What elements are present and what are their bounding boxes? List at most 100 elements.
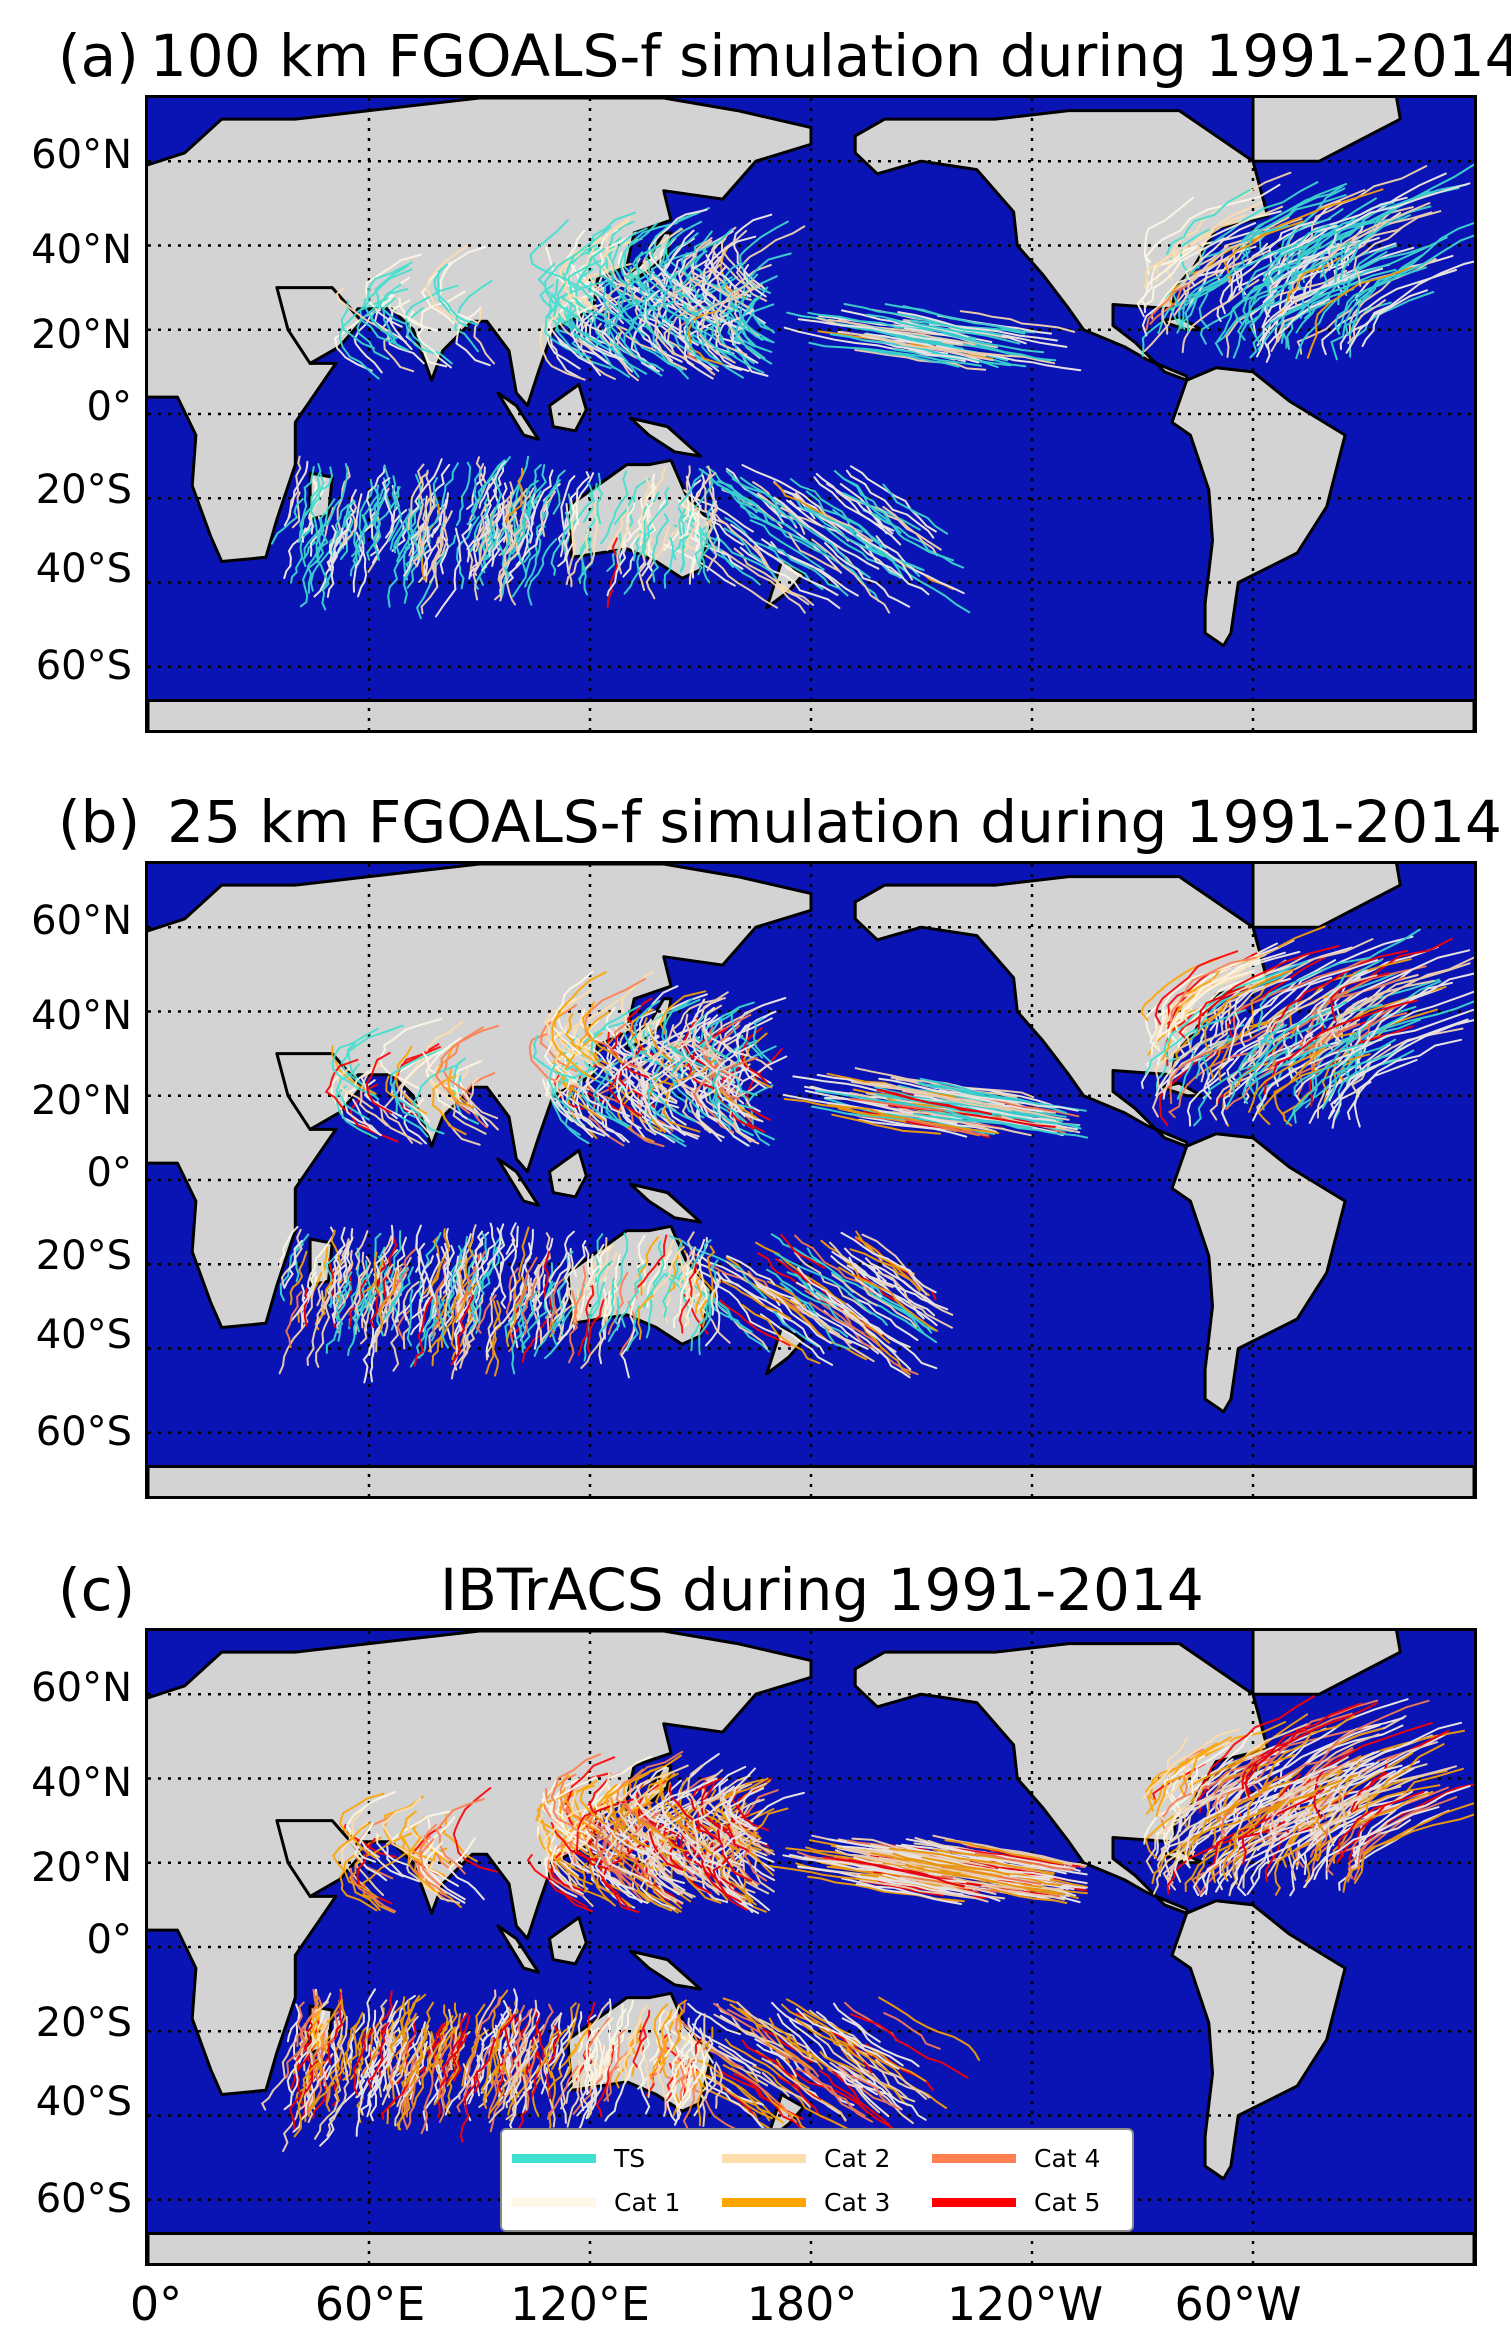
track: [618, 2035, 634, 2073]
track: [517, 512, 531, 555]
track: [710, 500, 721, 552]
track: [340, 2021, 360, 2075]
track: [405, 2070, 428, 2130]
track: [336, 1068, 374, 1110]
track: [741, 464, 821, 509]
lat-label-a-0: 0°: [86, 384, 132, 430]
track: [705, 509, 771, 571]
map-panel-b: [145, 861, 1477, 1499]
track: [687, 309, 723, 366]
track: [654, 1790, 697, 1836]
track: [877, 546, 971, 614]
track: [598, 1278, 615, 1334]
track: [684, 1013, 714, 1056]
track: [579, 1786, 606, 1825]
track: [662, 1068, 701, 1133]
track: [626, 484, 655, 542]
track: [1331, 1070, 1365, 1129]
track: [606, 537, 620, 608]
track: [402, 1090, 431, 1135]
cyclone-tracks: [270, 163, 1474, 620]
track: [1253, 1046, 1291, 1095]
track: [562, 226, 612, 302]
track: [553, 259, 602, 336]
track: [1256, 263, 1391, 358]
track: [637, 1234, 668, 1288]
track: [662, 543, 736, 587]
track: [796, 499, 885, 558]
track: [1154, 1042, 1190, 1088]
legend-label-cat2: Cat 2: [824, 2144, 891, 2173]
track: [988, 1846, 1087, 1867]
track: [1274, 1841, 1310, 1896]
track: [1152, 1813, 1256, 1895]
track: [651, 267, 696, 310]
track: [1143, 1778, 1214, 1845]
track: [417, 1255, 425, 1333]
track: [783, 326, 956, 361]
track: [575, 1067, 610, 1137]
track: [521, 1278, 538, 1335]
track: [286, 2003, 301, 2043]
track: [680, 514, 701, 554]
track: [400, 1999, 411, 2075]
lat-label-c-60n: 60°N: [31, 1665, 132, 1711]
track: [945, 1846, 1065, 1867]
legend-label-cat5: Cat 5: [1034, 2188, 1101, 2217]
track: [465, 1077, 499, 1131]
lat-label-c-20n: 20°N: [31, 1845, 132, 1891]
track: [758, 547, 839, 596]
track: [598, 2048, 613, 2078]
track: [415, 2033, 429, 2075]
track: [759, 1313, 834, 1366]
track: [452, 1092, 487, 1135]
track: [389, 1048, 443, 1120]
track: [455, 1233, 472, 1313]
track: [626, 1305, 640, 1352]
track: [691, 305, 726, 348]
track: [1181, 279, 1260, 354]
track: [941, 331, 1045, 354]
track: [388, 486, 402, 542]
track: [1155, 214, 1247, 283]
track: [622, 1031, 664, 1066]
land-antarctica: [148, 699, 1474, 730]
track: [1257, 956, 1371, 1032]
track: [577, 1280, 595, 1356]
track: [672, 284, 696, 319]
track: [761, 2057, 847, 2121]
track: [1353, 227, 1403, 287]
track: [458, 2043, 485, 2100]
track: [1349, 287, 1377, 336]
panel-a-caption: 100 km FGOALS-f simulation during 1991-2…: [149, 22, 1511, 90]
track: [610, 1798, 641, 1844]
track: [553, 1252, 571, 1320]
track: [620, 1296, 637, 1379]
track: [704, 2080, 771, 2136]
track: [631, 244, 663, 300]
track: [865, 544, 930, 596]
track: [423, 1841, 459, 1887]
track: [1199, 1695, 1315, 1789]
track: [701, 1256, 781, 1307]
track: [354, 1230, 369, 1271]
track: [1277, 1727, 1383, 1799]
track: [387, 530, 419, 608]
track: [752, 1017, 772, 1064]
track: [682, 1862, 722, 1904]
track: [701, 317, 744, 379]
track: [679, 508, 686, 571]
track: [480, 2062, 489, 2101]
track: [794, 1251, 873, 1315]
track: [861, 1262, 936, 1317]
track: [1216, 1806, 1343, 1891]
track: [693, 2058, 779, 2120]
track: [524, 521, 545, 588]
track: [721, 487, 767, 523]
track: [944, 1839, 1064, 1865]
track: [870, 1082, 1004, 1108]
track: [755, 1241, 847, 1305]
track: [376, 1833, 410, 1867]
land-south-america: [1170, 1899, 1347, 2181]
track: [1339, 251, 1370, 297]
